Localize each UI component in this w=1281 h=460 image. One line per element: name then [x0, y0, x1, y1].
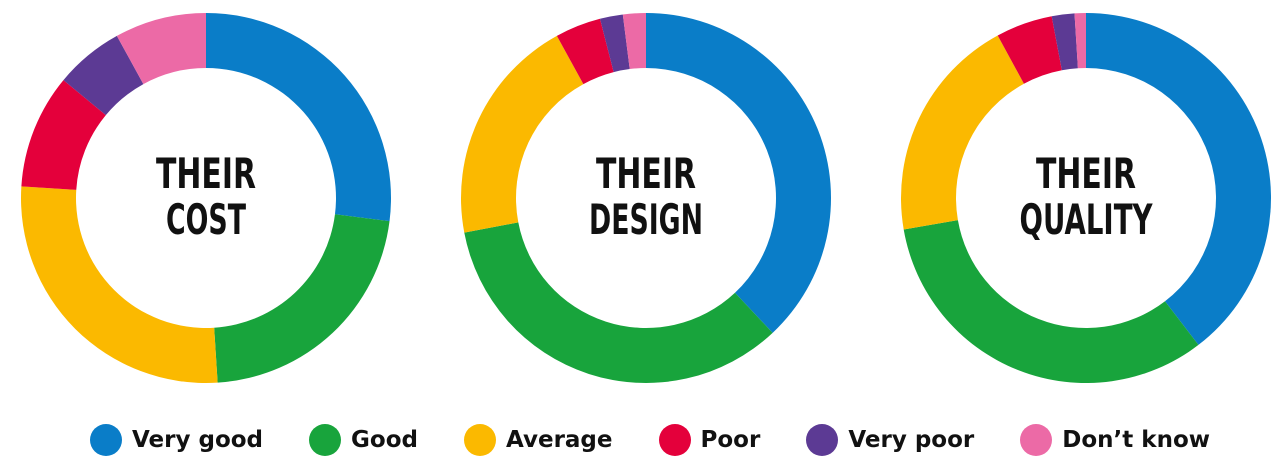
chart-title-line: COST	[166, 195, 246, 244]
legend-swatch-very-good	[90, 424, 122, 456]
legend-swatch-poor	[658, 424, 691, 456]
legend-label: Very good	[132, 427, 264, 453]
legend-swatch-dont-know	[1020, 424, 1053, 456]
legend-label: Don’t know	[1062, 427, 1210, 453]
legend-item-poor: Poor	[658, 424, 761, 456]
slice-very-good	[646, 13, 832, 333]
legend-label: Poor	[700, 427, 761, 453]
slice-average	[901, 35, 1024, 230]
slice-poor	[21, 80, 106, 190]
slice-poor	[997, 16, 1062, 84]
legend-swatch-average	[464, 424, 496, 456]
slice-don-t-know	[1074, 13, 1086, 69]
legend-item-very-poor: Very poor	[806, 424, 974, 456]
legend-label: Very poor	[848, 427, 975, 453]
slice-good	[214, 214, 390, 383]
slice-average	[461, 35, 584, 233]
chart-title-line: THEIR	[596, 149, 696, 198]
slice-average	[21, 186, 218, 383]
slice-don-t-know	[622, 13, 646, 70]
slice-don-t-know	[116, 13, 206, 85]
slice-very-good	[206, 13, 392, 222]
slice-poor	[556, 18, 614, 85]
legend-label: Good	[351, 427, 418, 453]
legend-swatch-very-poor	[806, 424, 839, 456]
slice-very-good	[1086, 13, 1271, 345]
slice-very-poor	[1051, 13, 1078, 71]
slice-good	[903, 220, 1199, 383]
slice-very-poor	[63, 35, 144, 116]
chart-title-line: THEIR	[1036, 149, 1136, 198]
slice-good	[464, 222, 773, 384]
legend-label: Average	[506, 427, 613, 453]
legend: Very good Good Average Poor Very poor Do…	[90, 420, 1210, 460]
chart-title-line: QUALITY	[1020, 195, 1153, 244]
legend-item-dont-know: Don’t know	[1020, 424, 1210, 456]
legend-item-average: Average	[464, 424, 613, 456]
legend-swatch-good	[309, 424, 342, 456]
legend-item-good: Good	[309, 424, 418, 456]
chart-title-line: THEIR	[156, 149, 256, 198]
chart-title-line: DESIGN	[589, 195, 703, 244]
slice-very-poor	[599, 14, 630, 73]
legend-item-very-good: Very good	[90, 424, 263, 456]
